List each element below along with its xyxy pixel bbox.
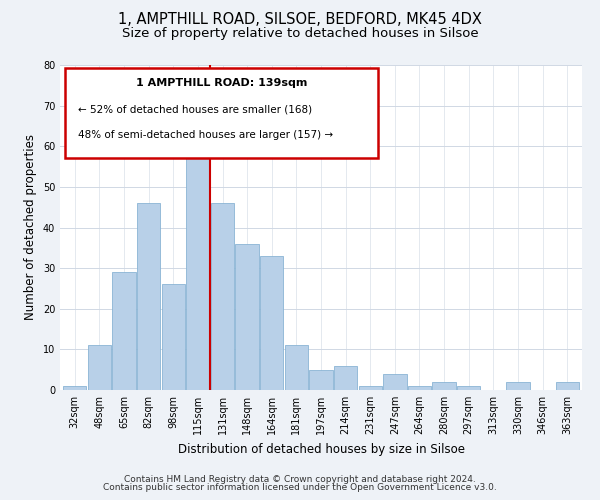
Bar [433,382,456,390]
Bar [161,284,185,390]
Bar [211,203,234,390]
Text: ← 52% of detached houses are smaller (168): ← 52% of detached houses are smaller (16… [78,104,313,114]
Bar [112,272,136,390]
Bar [359,386,382,390]
Text: Contains HM Land Registry data © Crown copyright and database right 2024.: Contains HM Land Registry data © Crown c… [124,474,476,484]
X-axis label: Distribution of detached houses by size in Silsoe: Distribution of detached houses by size … [178,442,464,456]
Text: 1 AMPTHILL ROAD: 139sqm: 1 AMPTHILL ROAD: 139sqm [136,78,308,88]
Bar [457,386,481,390]
Bar [383,374,407,390]
Text: 48% of semi-detached houses are larger (157) →: 48% of semi-detached houses are larger (… [78,130,334,140]
FancyBboxPatch shape [65,68,379,158]
Bar [310,370,332,390]
Bar [63,386,86,390]
Bar [137,203,160,390]
Bar [88,346,111,390]
Bar [186,130,209,390]
Bar [235,244,259,390]
Bar [556,382,579,390]
Text: Size of property relative to detached houses in Silsoe: Size of property relative to detached ho… [122,28,478,40]
Bar [284,346,308,390]
Text: Contains public sector information licensed under the Open Government Licence v3: Contains public sector information licen… [103,484,497,492]
Bar [408,386,431,390]
Text: 1, AMPTHILL ROAD, SILSOE, BEDFORD, MK45 4DX: 1, AMPTHILL ROAD, SILSOE, BEDFORD, MK45 … [118,12,482,28]
Bar [506,382,530,390]
Bar [334,366,358,390]
Bar [260,256,283,390]
Y-axis label: Number of detached properties: Number of detached properties [24,134,37,320]
